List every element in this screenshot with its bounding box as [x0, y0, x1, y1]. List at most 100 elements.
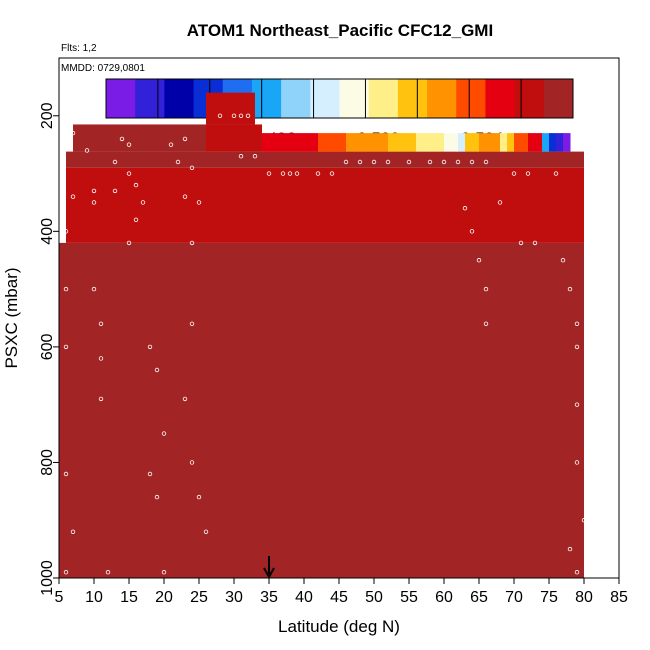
colorbar-swatch	[339, 79, 370, 118]
colorbar-swatch	[456, 79, 486, 118]
y-axis: 200 400 600 800 1000	[39, 102, 60, 596]
x-tick-label: 25	[190, 589, 208, 606]
data-point	[518, 240, 524, 246]
y-tick-label: 800	[39, 449, 56, 476]
data-point	[70, 130, 76, 136]
data-point	[574, 570, 580, 575]
colorbar-swatch	[397, 79, 428, 118]
data-point	[581, 518, 587, 523]
data-point	[98, 321, 104, 326]
heatmap-cell	[206, 92, 255, 125]
data-point	[329, 171, 335, 176]
colorbar-swatch	[310, 79, 340, 118]
data-point	[483, 321, 489, 326]
x-tick-label: 85	[610, 589, 628, 606]
data-point	[112, 159, 118, 165]
heatmap-cell	[402, 133, 417, 152]
x-tick-label: 15	[120, 589, 138, 606]
colorbar-swatch	[164, 79, 195, 118]
data-point	[70, 194, 76, 199]
heatmap-cell	[66, 151, 584, 168]
heatmap-cell	[458, 133, 466, 152]
data-point	[182, 136, 188, 142]
data-point	[525, 171, 531, 176]
x-tick-label: 35	[260, 589, 278, 606]
data-point	[133, 217, 139, 222]
data-point	[574, 321, 580, 326]
data-point	[63, 286, 69, 292]
data-point	[189, 165, 195, 170]
data-point	[119, 136, 125, 142]
colorbar-swatch	[106, 79, 136, 118]
heatmap-cell	[73, 124, 206, 152]
data-point	[126, 240, 132, 246]
colorbar-swatch	[281, 79, 311, 118]
heatmap-cell	[507, 133, 515, 152]
heatmap-cell	[542, 133, 550, 152]
data-point	[371, 159, 377, 165]
x-tick-label: 50	[365, 589, 383, 606]
colorbar-swatch	[427, 79, 457, 118]
data-point	[427, 159, 433, 165]
x-tick-label: 60	[435, 589, 453, 606]
heatmap-cell	[465, 133, 473, 152]
heatmap-cell	[290, 133, 305, 152]
data-points	[63, 113, 587, 575]
y-tick-label: 200	[39, 102, 56, 129]
colorbar-swatch	[135, 79, 165, 118]
data-point	[469, 159, 475, 165]
heatmap-cell	[304, 133, 319, 152]
data-point	[483, 159, 489, 165]
y-tick-label: 600	[39, 333, 56, 360]
x-axis-label: Latitude (deg N)	[278, 617, 400, 636]
data-point	[252, 154, 258, 159]
data-point	[231, 113, 237, 118]
heatmap-cell	[332, 133, 347, 152]
data-point	[154, 367, 160, 373]
data-point	[315, 171, 321, 176]
x-tick-label: 70	[505, 589, 523, 606]
heatmap-cell	[416, 133, 431, 152]
x-tick-label: 30	[225, 589, 243, 606]
colorbar-swatch	[543, 79, 574, 118]
data-point	[574, 344, 580, 350]
data-point	[560, 258, 566, 263]
data-point	[245, 113, 251, 118]
data-point	[63, 471, 69, 477]
data-point	[406, 159, 412, 165]
data-point	[476, 258, 482, 263]
heatmap-cell	[486, 133, 494, 152]
data-point	[105, 570, 111, 575]
flights-label: Flts: 1,2	[61, 43, 97, 54]
heatmap-cell	[563, 133, 571, 152]
y-tick-label: 1000	[39, 560, 56, 596]
data-point	[70, 529, 76, 534]
heatmap-cell	[444, 133, 459, 152]
data-point	[574, 402, 580, 407]
heatmap-cell	[521, 133, 529, 152]
colorbar-swatch	[485, 79, 516, 118]
data-point	[161, 431, 167, 436]
data-point	[280, 171, 286, 176]
data-point	[126, 142, 132, 147]
heatmap-cell	[528, 133, 536, 152]
data-point	[574, 460, 580, 465]
data-point	[567, 546, 573, 552]
data-point	[385, 159, 391, 165]
heatmap-cell	[549, 133, 557, 152]
data-point	[175, 159, 181, 165]
data-point	[182, 396, 188, 402]
data-point	[182, 194, 188, 199]
heatmap-cell	[556, 133, 564, 152]
heatmap-cell	[430, 133, 445, 152]
latitude-marker-arrow	[263, 556, 275, 580]
marker-head	[263, 567, 275, 580]
data-point	[217, 113, 223, 118]
data-point	[189, 460, 195, 465]
data-point	[63, 344, 69, 350]
heatmap-cell	[514, 133, 522, 152]
data-point	[196, 494, 202, 500]
heatmap-cell	[206, 124, 262, 152]
heatmap-cell	[535, 133, 543, 152]
